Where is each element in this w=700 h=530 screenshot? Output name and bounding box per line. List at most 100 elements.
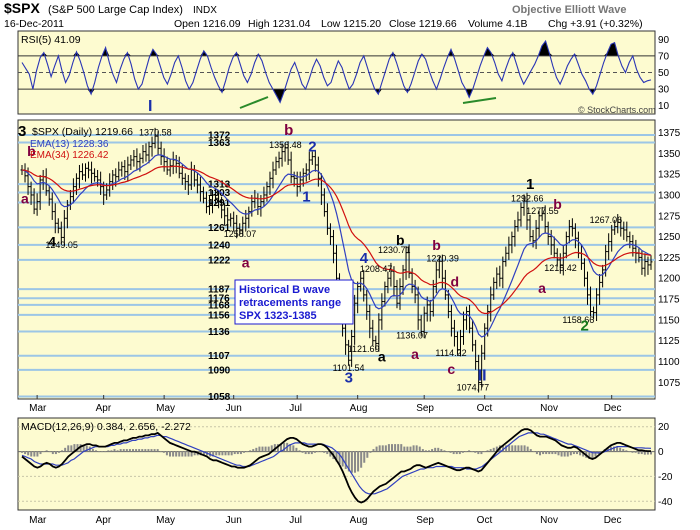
macd-histogram-bar [178, 451, 181, 457]
macd-histogram-bar [172, 451, 175, 457]
macd-histogram-bar [273, 444, 276, 452]
macd-histogram-bar [73, 444, 76, 452]
macd-histogram-bar [236, 451, 239, 455]
ema13-line [21, 154, 652, 338]
macd-histogram-bar [119, 449, 122, 452]
macd-histogram-bar [350, 451, 353, 473]
macd-histogram-bar [582, 451, 585, 457]
macd-histogram-bar [39, 451, 42, 455]
macd-histogram-bar [535, 451, 538, 455]
macd-histogram-bar [477, 451, 480, 455]
macd-histogram-bar [67, 445, 70, 452]
chart-index-name: (S&P 500 Large Cap Index) [48, 4, 183, 16]
macd-histogram-bar [221, 451, 224, 456]
macd-histogram-bar [554, 451, 557, 455]
x-tick-label: Apr [96, 403, 112, 414]
price-label: 1220.39 [426, 253, 459, 263]
macd-signal-line [21, 432, 652, 495]
macd-histogram-bar [384, 445, 387, 452]
price-label: 1101.54 [333, 363, 365, 373]
rsi-layer: 10 30 50 70 90 [18, 35, 670, 112]
chart-date: 16-Dec-2011 [4, 18, 64, 30]
macd-histogram-bar [70, 445, 73, 452]
macd-histogram-bar [243, 451, 245, 453]
macd-histogram-bar [406, 446, 409, 452]
macd-histogram-bar [101, 451, 104, 453]
x-tick-label: Nov [540, 403, 558, 414]
macd-histogram-bar [187, 451, 190, 457]
macd-histogram-bar [588, 451, 591, 460]
macd-histogram-bar [591, 451, 594, 460]
macd-histogram-bar [255, 447, 258, 452]
fib-level-label: 1156 [208, 310, 230, 321]
fib-level-label: 1136 [208, 327, 230, 338]
macd-histogram-bar [529, 449, 532, 452]
macd-histogram-bar [45, 450, 48, 452]
macd-histogram-bar [637, 451, 640, 455]
rsi-trend-line [239, 96, 269, 109]
b-wave-note: Historical B wave retracements range SPX… [234, 279, 354, 325]
macd-histogram-bar [415, 445, 418, 452]
wave-label: b [396, 232, 405, 248]
macd-histogram-bar [212, 451, 215, 457]
fib-level-label: 1107 [208, 351, 230, 362]
macd-histogram-bar [613, 446, 615, 452]
macd-histogram-bar [495, 446, 498, 452]
price-label: 1121.69 [348, 344, 380, 354]
macd-histogram-bar [418, 446, 421, 452]
wave-label: 3 [18, 123, 26, 140]
macd-histogram-bar [218, 451, 221, 456]
macd-histogram-bar [227, 451, 230, 456]
macd-histogram-bar [397, 444, 400, 452]
macd-histogram-bar [267, 446, 270, 452]
macd-histogram-bar [169, 451, 171, 457]
macd-histogram-bar [431, 449, 434, 452]
macd-histogram-bar [480, 451, 483, 455]
macd-histogram-bar [202, 451, 205, 456]
macd-histogram-bar [360, 451, 363, 468]
wave-label: I [148, 98, 152, 115]
macd-histogram-bar [36, 451, 39, 457]
macd-histogram-bar [82, 445, 85, 452]
close-value: Close 1219.66 [389, 18, 457, 30]
macd-histogram-bar [298, 450, 301, 452]
macd-histogram-bar [175, 451, 178, 457]
macd-histogram-bar [64, 447, 67, 452]
macd-histogram-bar [54, 451, 57, 455]
macd-histogram-bar [526, 446, 529, 452]
price-label: 1267.06 [590, 215, 623, 225]
macd-histogram-bar [79, 444, 82, 452]
macd-histogram-bar [295, 447, 298, 452]
macd-tick-label: -20 [658, 472, 673, 483]
macd-histogram-bar [594, 451, 597, 457]
ema13-legend: EMA(13) 1228.36 [30, 139, 109, 150]
macd-histogram-bar [566, 451, 569, 457]
macd-histogram-bar [443, 450, 446, 452]
macd-layer: -40 -20 0 20 Mar Apr May Jun Jul Aug Sep Oct Nov Dec [18, 422, 673, 526]
macd-histogram-bar [159, 451, 162, 453]
macd-histogram-bar [532, 451, 535, 453]
macd-histogram-bar [51, 451, 54, 455]
price-layer: 1372136313131303129112611240122211871176… [18, 98, 681, 414]
wave-label: c [447, 361, 455, 377]
macd-histogram-bar [489, 449, 492, 452]
macd-histogram-bar [471, 451, 474, 453]
macd-x-tick-label: Jul [289, 515, 302, 526]
wave-label: a [21, 190, 29, 206]
rsi-line [21, 39, 652, 104]
price-label: 1292.66 [511, 193, 544, 203]
wave-label: b [27, 143, 36, 159]
macd-histogram-bar [150, 449, 153, 452]
macd-histogram-bar [48, 451, 51, 453]
chart-exchange: INDX [193, 5, 217, 16]
macd-histogram-bar [125, 449, 128, 452]
macd-histogram-bar [542, 451, 545, 455]
macd-histogram-bar [252, 449, 255, 452]
macd-histogram-bar [132, 449, 134, 452]
macd-histogram-bar [446, 451, 449, 453]
macd-histogram-bar [403, 446, 406, 452]
macd-histogram-bar [239, 451, 242, 455]
rsi-trend-line [462, 97, 497, 104]
wave-label: b [284, 122, 293, 139]
macd-histogram-bar [523, 445, 526, 452]
